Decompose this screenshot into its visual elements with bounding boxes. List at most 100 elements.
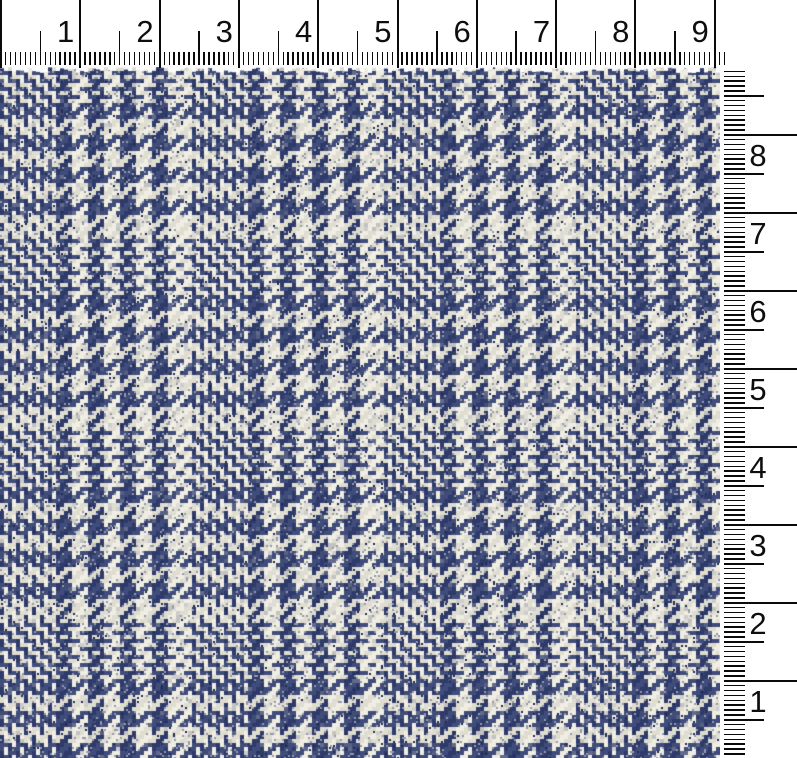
ruler-tick <box>40 31 42 65</box>
ruler-tick <box>724 446 797 448</box>
ruler-tick <box>362 52 364 65</box>
ruler-tick <box>724 339 745 341</box>
ruler-tick <box>724 266 745 268</box>
ruler-tick <box>99 52 101 65</box>
ruler-tick <box>342 52 344 65</box>
ruler-tick <box>724 680 797 682</box>
ruler-tick <box>724 183 745 185</box>
ruler-tick <box>530 52 532 65</box>
ruler-tick <box>575 52 577 65</box>
ruler-tick <box>724 280 745 282</box>
ruler-tick <box>372 52 374 65</box>
ruler-tick <box>724 90 745 92</box>
ruler-tick <box>724 753 745 755</box>
ruler-tick <box>724 110 745 112</box>
ruler-tick <box>724 739 745 741</box>
ruler-tick <box>565 52 567 65</box>
ruler-tick <box>104 52 106 65</box>
ruler-tick <box>724 587 745 589</box>
ruler-tick <box>610 52 612 65</box>
ruler-tick <box>555 0 557 68</box>
ruler-tick <box>724 271 745 273</box>
ruler-tick <box>634 0 636 68</box>
ruler-tick <box>173 52 175 65</box>
ruler-tick <box>307 52 309 65</box>
ruler-tick <box>724 71 745 73</box>
inch-label: 6 <box>738 296 778 327</box>
ruler-tick <box>302 52 304 65</box>
ruler-tick <box>724 193 745 195</box>
ruler-tick <box>114 52 116 65</box>
ruler-tick <box>724 651 745 653</box>
ruler-tick <box>724 368 797 370</box>
ruler-tick <box>377 52 379 65</box>
inch-label: 2 <box>136 16 153 47</box>
ruler-tick <box>198 31 200 65</box>
ruler-tick <box>283 52 285 65</box>
ruler-tick <box>724 656 745 658</box>
ruler-tick <box>352 52 354 65</box>
ruler-tick <box>615 52 617 65</box>
inch-label: 8 <box>738 140 778 171</box>
ruler-tick <box>367 52 369 65</box>
ruler-tick <box>193 52 195 65</box>
ruler-tick <box>411 52 413 65</box>
ruler-tick <box>535 52 537 65</box>
ruler-tick <box>664 52 666 65</box>
inch-label: 7 <box>533 16 550 47</box>
ruler-tick <box>312 52 314 65</box>
ruler-tick <box>203 52 205 65</box>
ruler-tick <box>724 261 745 263</box>
ruler-tick <box>20 52 22 65</box>
ruler-tick <box>724 329 764 331</box>
ruler-tick <box>297 52 299 65</box>
ruler-tick <box>228 52 230 65</box>
ruler-tick <box>724 519 745 521</box>
ruler-tick <box>724 417 745 419</box>
ruler-tick <box>679 52 681 65</box>
ruler-tick <box>337 52 339 65</box>
ruler-tick <box>724 173 764 175</box>
ruler-tick <box>382 52 384 65</box>
ruler-tick <box>689 52 691 65</box>
ruler-tick <box>287 52 289 65</box>
ruler-tick <box>724 573 745 575</box>
ruler-tick <box>223 52 225 65</box>
ruler-tick <box>724 344 745 346</box>
ruler-tick <box>253 52 255 65</box>
ruler-tick <box>248 52 250 65</box>
ruler-tick <box>322 52 324 65</box>
ruler-tick <box>724 748 745 750</box>
ruler-tick <box>139 52 141 65</box>
inch-label: 7 <box>738 218 778 249</box>
ruler-tick <box>471 52 473 65</box>
ruler-tick <box>590 52 592 65</box>
ruler-tick <box>724 202 745 204</box>
ruler-tick <box>109 52 111 65</box>
ruler-tick <box>134 52 136 65</box>
ruler-tick <box>724 485 764 487</box>
ruler-tick <box>724 115 745 117</box>
ruler-tick <box>724 105 745 107</box>
ruler-tick <box>724 407 764 409</box>
inch-label: 9 <box>691 16 708 47</box>
glen-plaid-fabric-swatch <box>0 67 722 758</box>
ruler-tick <box>50 52 52 65</box>
ruler-tick <box>15 52 17 65</box>
ruler-tick <box>263 52 265 65</box>
ruler-tick <box>510 52 512 65</box>
ruler-tick <box>436 31 438 65</box>
ruler-tick <box>496 52 498 65</box>
ruler-tick <box>724 129 745 131</box>
ruler-tick <box>35 52 37 65</box>
ruler-tick <box>724 349 745 351</box>
ruler-tick <box>69 52 71 65</box>
ruler-tick <box>724 119 745 121</box>
ruler-tick <box>129 52 131 65</box>
ruler-tick <box>724 495 745 497</box>
ruler-tick <box>724 490 745 492</box>
ruler-tick <box>714 0 716 68</box>
ruler-tick <box>501 52 503 65</box>
ruler-tick <box>724 719 764 721</box>
ruler-tick <box>327 52 329 65</box>
